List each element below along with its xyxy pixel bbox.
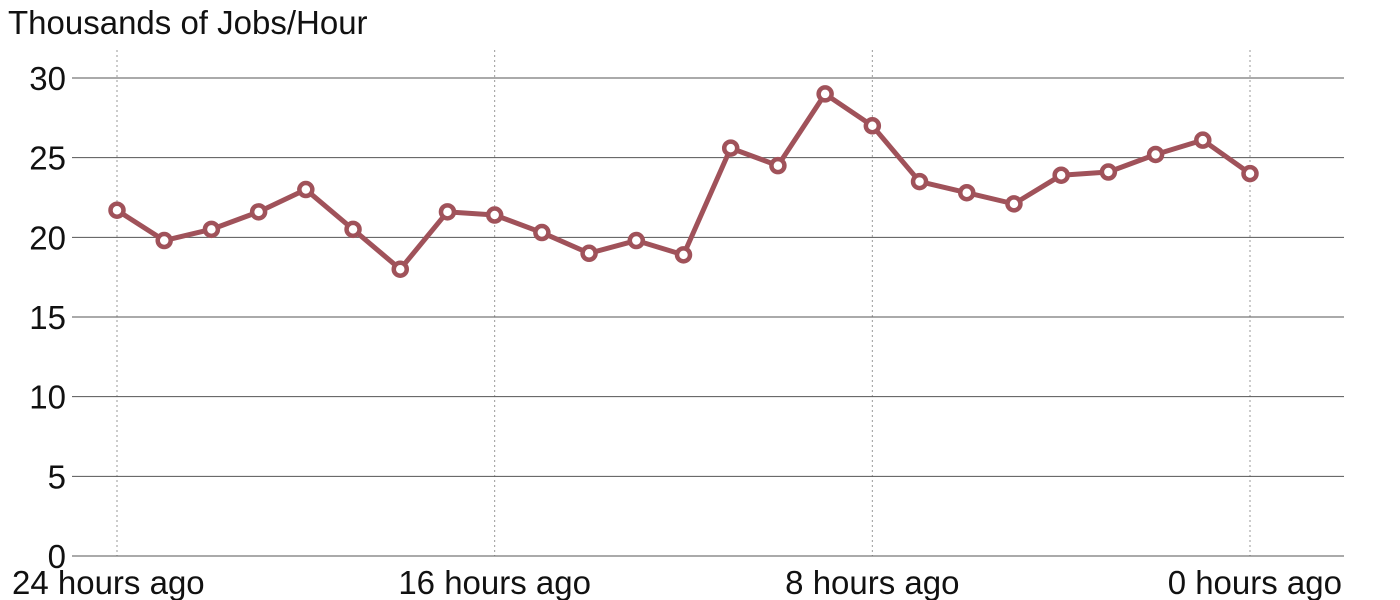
x-tick-label: 16 hours ago (398, 564, 591, 600)
data-point (155, 231, 173, 250)
data-point (1005, 195, 1023, 213)
y-tick-label: 5 (48, 458, 66, 495)
grid (72, 50, 1344, 557)
data-point (958, 183, 976, 202)
y-tick-label: 25 (29, 140, 66, 177)
data-point (1241, 164, 1259, 183)
data-point (202, 220, 221, 239)
data-point (391, 260, 409, 278)
y-tick-label: 30 (29, 60, 66, 97)
data-point (533, 223, 551, 242)
y-tick-label: 0 (48, 538, 66, 575)
data-point (769, 156, 787, 175)
data-point (627, 231, 646, 250)
data-point (863, 117, 882, 135)
x-tick-label: 24 hours ago (12, 564, 205, 600)
data-point (580, 244, 598, 263)
data-point (721, 139, 740, 157)
data-point (1099, 163, 1118, 181)
data-point (485, 206, 504, 224)
series-line (114, 91, 1253, 272)
data-point (297, 180, 315, 199)
data-point (674, 246, 693, 264)
series (108, 85, 1259, 278)
data-point (108, 201, 126, 219)
data-point (1146, 145, 1165, 164)
data-point (438, 203, 457, 221)
data-point (344, 220, 362, 239)
data-point (1052, 166, 1070, 184)
chart-title: Thousands of Jobs/Hour (8, 4, 368, 41)
y-tick-label: 10 (29, 379, 66, 416)
y-tick-label: 20 (29, 219, 66, 256)
x-tick-label: 0 hours ago (1168, 564, 1342, 600)
data-point (816, 85, 834, 103)
data-point (249, 203, 268, 221)
axis-labels: 0 5 10 15 20 25 30 24 hours ago 16 hours ago 8 ho… (12, 60, 1342, 600)
data-point (1194, 131, 1212, 149)
x-tick-label: 8 hours ago (785, 564, 959, 600)
data-point (910, 172, 929, 191)
y-tick-label: 15 (29, 299, 66, 336)
